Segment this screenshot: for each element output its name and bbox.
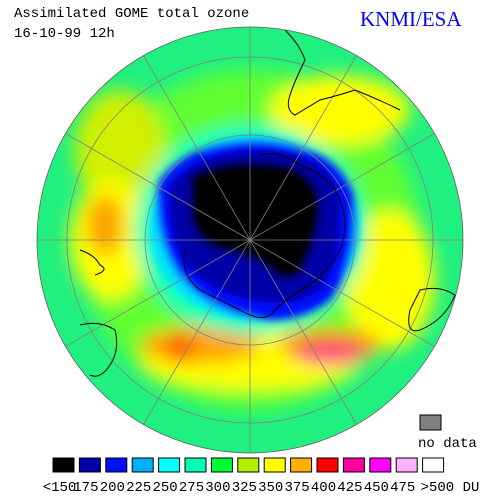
legend-swatch	[184, 457, 207, 473]
legend-swatch	[131, 457, 154, 473]
legend-label: 275	[179, 480, 204, 496]
legend-label: 375	[284, 480, 309, 496]
legend-label: 300	[205, 480, 230, 496]
title: Assimilated GOME total ozone	[14, 6, 249, 22]
no-data-swatch	[419, 414, 442, 431]
legend-label: 225	[126, 480, 151, 496]
legend-label: 425	[337, 480, 362, 496]
legend-label: 400	[311, 480, 336, 496]
legend-label: 250	[152, 480, 177, 496]
legend-label: 175	[73, 480, 98, 496]
legend-swatch	[105, 457, 128, 473]
globe-edge	[36, 26, 464, 454]
legend-swatch	[158, 457, 181, 473]
legend-swatch	[290, 457, 313, 473]
legend-label: 450	[364, 480, 389, 496]
graticule	[37, 27, 463, 453]
no-data-label: no data	[418, 436, 477, 452]
legend-label: 475	[390, 480, 415, 496]
legend-label: >500 DU	[421, 480, 480, 496]
legend-swatch	[369, 457, 392, 473]
date: 16-10-99 12h	[14, 26, 115, 42]
legend-swatch	[422, 457, 445, 473]
legend-swatch	[342, 457, 365, 473]
legend-label: 200	[100, 480, 125, 496]
legend-swatch	[237, 457, 260, 473]
legend-swatch	[210, 457, 233, 473]
legend-swatch	[78, 457, 101, 473]
legend-swatch	[395, 457, 418, 473]
legend-swatch	[52, 457, 75, 473]
legend-swatch	[263, 457, 286, 473]
legend-label: 325	[232, 480, 257, 496]
coastlines	[79, 29, 456, 377]
source: KNMI/ESA	[360, 7, 462, 31]
legend-label: <150	[43, 480, 77, 496]
legend-swatch	[316, 457, 339, 473]
legend-label: 350	[258, 480, 283, 496]
ozone-field	[37, 27, 463, 453]
